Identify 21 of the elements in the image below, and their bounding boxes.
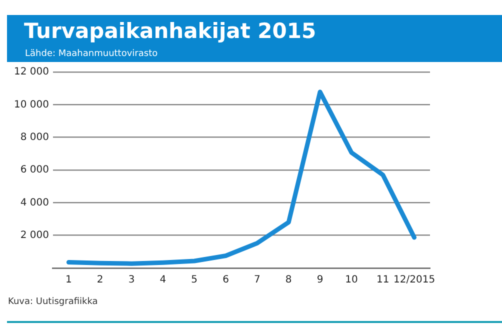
x-tick-label: 11	[376, 274, 390, 286]
x-tick-label: 1	[66, 274, 72, 286]
y-tick-label: 2 000	[20, 230, 49, 241]
y-tick-label: 10 000	[14, 99, 49, 110]
x-tick-label: 5	[191, 274, 198, 286]
x-tick-label: 4	[160, 274, 166, 286]
text: Kuva: Uutisgrafiikka	[8, 297, 98, 307]
x-tick-label: 10	[345, 274, 358, 286]
x-tick-label: 3	[128, 274, 135, 286]
x-tick-label: 9	[316, 274, 324, 286]
x-tick-label: 7	[254, 274, 260, 286]
y-tick-label: 8 000	[20, 132, 49, 143]
y-tick-label: 4 000	[20, 197, 49, 208]
x-tick-label: 12/2015	[394, 274, 436, 286]
x-tick-label: 2	[96, 274, 104, 286]
chart-subtitle: Lähde: Maahanmuuttovirasto	[25, 49, 158, 59]
x-tick-label: 6	[222, 274, 229, 286]
chart-title: Turvapaikanhakijat 2015	[24, 19, 316, 43]
y-tick-label: 6 000	[20, 164, 49, 176]
y-tick-label: 12 000	[14, 66, 49, 78]
x-tick-label: 8	[285, 274, 292, 286]
